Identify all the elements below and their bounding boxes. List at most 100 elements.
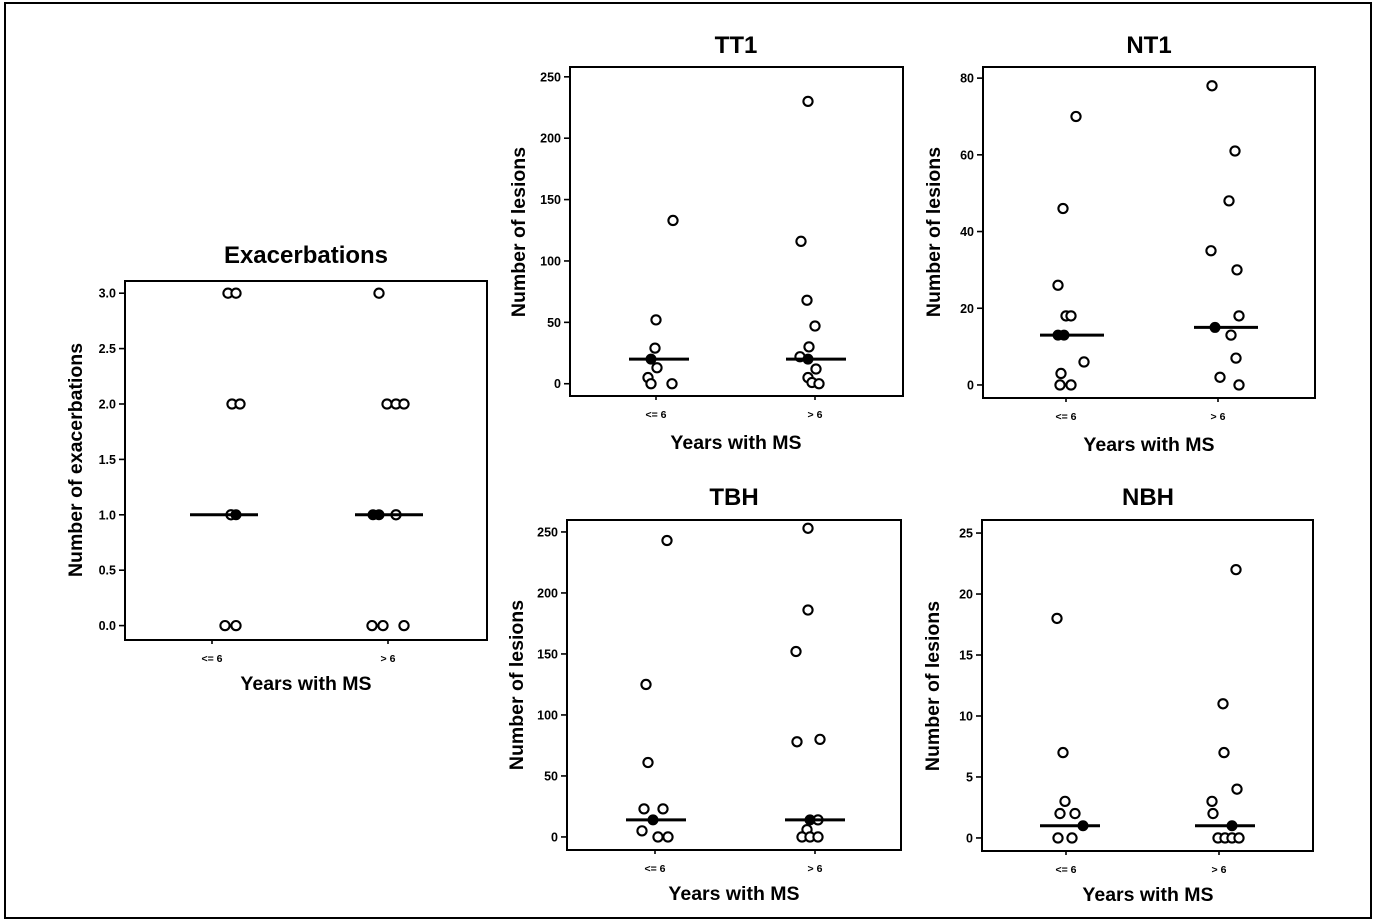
y-tick-label: 80: [960, 72, 974, 86]
data-point: [667, 214, 679, 227]
y-tick-label: 250: [537, 525, 558, 539]
data-point: [1233, 310, 1245, 322]
data-point: [398, 619, 410, 632]
data-point: [1055, 367, 1067, 380]
median-point: [1077, 820, 1089, 832]
y-axis-label: Number of lesions: [508, 147, 530, 317]
x-axis-ticks: <= 6 > 6: [1055, 851, 1227, 876]
y-tick-label: 0: [551, 830, 558, 844]
data-point: [219, 619, 231, 632]
data-point: [640, 678, 652, 691]
y-tick-label: 200: [537, 586, 558, 600]
data-point: [1231, 264, 1243, 276]
data-point: [1205, 245, 1217, 257]
plot-frame: [982, 66, 1316, 399]
y-tick-label: 0.5: [99, 564, 116, 578]
data-point: [809, 320, 821, 332]
y-tick-label: 20: [959, 588, 973, 602]
data-points: [626, 522, 845, 843]
data-point: [1052, 832, 1064, 844]
panel-nt1: NT1 0 20 40 60 80 <= 6 > 6 Years with MS Numb…: [923, 32, 1316, 456]
data-point: [645, 378, 657, 390]
panel-title: Exacerbations: [224, 242, 388, 269]
data-point: [810, 363, 822, 375]
data-point: [1233, 379, 1245, 391]
y-tick-label: 3.0: [99, 287, 116, 301]
data-point: [1057, 746, 1069, 759]
data-point: [801, 294, 813, 306]
data-point: [1231, 783, 1243, 795]
x-axis-ticks: <= 6 > 6: [201, 640, 396, 665]
data-point: [1057, 202, 1069, 215]
data-point: [1059, 795, 1071, 808]
data-point: [1065, 379, 1077, 391]
x-axis-label: Years with MS: [1082, 884, 1213, 906]
data-point: [1070, 110, 1082, 123]
plot-frame: [124, 280, 488, 641]
y-axis-ticks: 0.0 0.5 1.0 1.5 2.0 2.5 3.0: [99, 287, 125, 633]
y-axis-label: Number of exacerbations: [65, 343, 87, 577]
data-point: [234, 398, 246, 410]
x-tick-label: > 6: [381, 653, 396, 665]
y-tick-label: 150: [537, 647, 558, 661]
y-tick-label: 2.0: [99, 397, 116, 411]
data-point: [666, 378, 678, 390]
median-point: [230, 509, 242, 521]
data-points: [629, 95, 846, 390]
panel-tt1: TT1 0 50 100 150 200 250 <= 6 > 6 Years with M…: [508, 32, 904, 454]
x-tick-label: <= 6: [644, 863, 665, 875]
data-point: [1214, 371, 1226, 383]
data-point: [230, 619, 242, 632]
y-tick-label: 0.0: [99, 619, 116, 633]
data-point: [1218, 746, 1230, 759]
data-point: [642, 756, 654, 769]
data-point: [1052, 279, 1064, 291]
data-point: [802, 95, 814, 108]
data-point: [649, 342, 661, 354]
y-tick-label: 250: [540, 70, 561, 84]
data-points: [1040, 80, 1258, 391]
data-point: [1225, 329, 1237, 341]
x-axis-label: Years with MS: [668, 883, 799, 905]
y-tick-label: 50: [544, 769, 558, 783]
median-point: [804, 814, 816, 826]
y-tick-label: 50: [547, 316, 561, 330]
x-tick-label: > 6: [808, 863, 823, 875]
data-point: [795, 235, 807, 247]
data-point: [377, 619, 389, 632]
data-point: [1066, 832, 1078, 844]
x-tick-label: <= 6: [1055, 411, 1076, 423]
data-point: [230, 287, 242, 299]
y-tick-label: 200: [540, 132, 561, 146]
y-tick-label: 5: [966, 770, 973, 784]
y-axis-label: Number of lesions: [923, 147, 945, 317]
panel-title: NT1: [1126, 32, 1171, 59]
plot-frame: [566, 519, 902, 851]
y-tick-label: 15: [959, 649, 973, 663]
panel-exacerbations: Exacerbations 0.0 0.5 1.0 1.5 2.0 2.5 3.0 <= 6…: [65, 242, 488, 695]
figure-border: [4, 2, 1372, 919]
data-point: [814, 733, 826, 745]
data-point: [1078, 356, 1090, 368]
data-points: [190, 287, 423, 632]
median-point: [1058, 329, 1070, 341]
panel-title: TT1: [715, 32, 758, 59]
y-axis-label: Number of lesions: [922, 601, 944, 771]
data-point: [1230, 563, 1242, 576]
y-tick-label: 100: [540, 254, 561, 268]
median-point: [802, 353, 814, 365]
data-point: [657, 803, 669, 815]
data-point: [650, 314, 662, 326]
y-tick-label: 2.5: [99, 342, 116, 356]
data-point: [1054, 379, 1066, 391]
plot-frame: [569, 66, 904, 397]
y-tick-label: 0: [966, 831, 973, 845]
data-point: [1054, 807, 1066, 820]
data-point: [1223, 195, 1235, 207]
y-tick-label: 20: [960, 302, 974, 316]
median-point: [647, 814, 659, 826]
data-point: [651, 362, 663, 374]
y-tick-label: 150: [540, 193, 561, 207]
data-point: [373, 287, 385, 299]
data-point: [802, 522, 814, 534]
